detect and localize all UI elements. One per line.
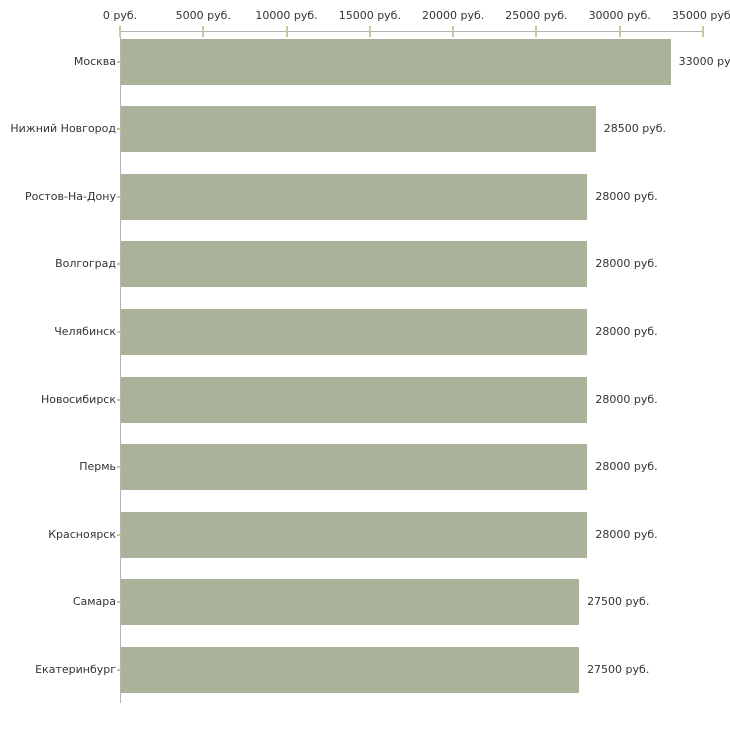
bar — [121, 241, 588, 288]
x-axis-line — [120, 31, 704, 32]
category-label: Екатеринбург — [35, 662, 116, 676]
value-label: 28000 руб. — [595, 460, 658, 474]
value-label: 28000 руб. — [595, 257, 658, 271]
x-axis-tick-label: 5000 руб. — [175, 9, 231, 22]
y-axis-tick — [117, 668, 124, 671]
y-axis-tick — [117, 195, 124, 198]
y-axis-tick — [117, 60, 124, 63]
y-axis-tick — [117, 263, 124, 266]
x-axis-tick-label: 20000 руб. — [422, 9, 485, 22]
category-label: Челябинск — [54, 324, 116, 338]
x-axis-tick — [285, 26, 288, 37]
bar — [121, 308, 588, 355]
y-axis-tick — [117, 330, 124, 333]
value-label: 28000 руб. — [595, 189, 658, 203]
bar — [121, 376, 588, 423]
x-axis-tick — [702, 26, 704, 37]
bar — [121, 106, 596, 153]
value-label: 28000 руб. — [595, 392, 658, 406]
x-axis-tick — [202, 26, 205, 37]
x-axis-tick-label: 35000 руб. — [671, 9, 730, 22]
category-label: Новосибирск — [40, 392, 116, 406]
category-label: Ростов-На-Дону — [24, 189, 116, 203]
bar — [121, 511, 588, 558]
x-axis-tick-label: 10000 руб. — [255, 9, 318, 22]
category-label: Волгоград — [55, 257, 116, 271]
value-label: 27500 руб. — [587, 595, 650, 609]
bar — [121, 579, 580, 626]
x-axis-tick — [618, 26, 621, 37]
x-axis-tick-label: 25000 руб. — [505, 9, 568, 22]
x-axis-tick — [368, 26, 371, 37]
value-label: 28000 руб. — [595, 324, 658, 338]
bar — [121, 38, 671, 85]
value-label: 28000 руб. — [595, 527, 658, 541]
x-axis-tick — [535, 26, 538, 37]
bar — [121, 173, 588, 220]
y-axis-tick — [117, 533, 124, 536]
x-axis-tick — [452, 26, 455, 37]
y-axis-tick — [117, 398, 124, 401]
y-axis-line — [120, 31, 121, 703]
category-label: Пермь — [79, 460, 116, 474]
y-axis-tick — [117, 601, 124, 604]
x-axis-tick-label: 30000 руб. — [588, 9, 651, 22]
x-axis-tick-label: 0 руб. — [102, 9, 138, 22]
category-label: Самара — [72, 595, 116, 609]
value-label: 28500 руб. — [603, 122, 666, 136]
category-label: Красноярск — [48, 527, 116, 541]
x-axis-tick-label: 15000 руб. — [338, 9, 401, 22]
bar — [121, 444, 588, 491]
y-axis-tick — [117, 466, 124, 469]
bar — [121, 646, 580, 693]
y-axis-tick — [117, 128, 124, 131]
category-label: Москва — [73, 54, 116, 68]
value-label: 27500 руб. — [587, 662, 650, 676]
x-axis-tick — [119, 26, 121, 37]
value-label: 33000 руб. — [678, 54, 730, 68]
category-label: Нижний Новгород — [10, 122, 116, 136]
